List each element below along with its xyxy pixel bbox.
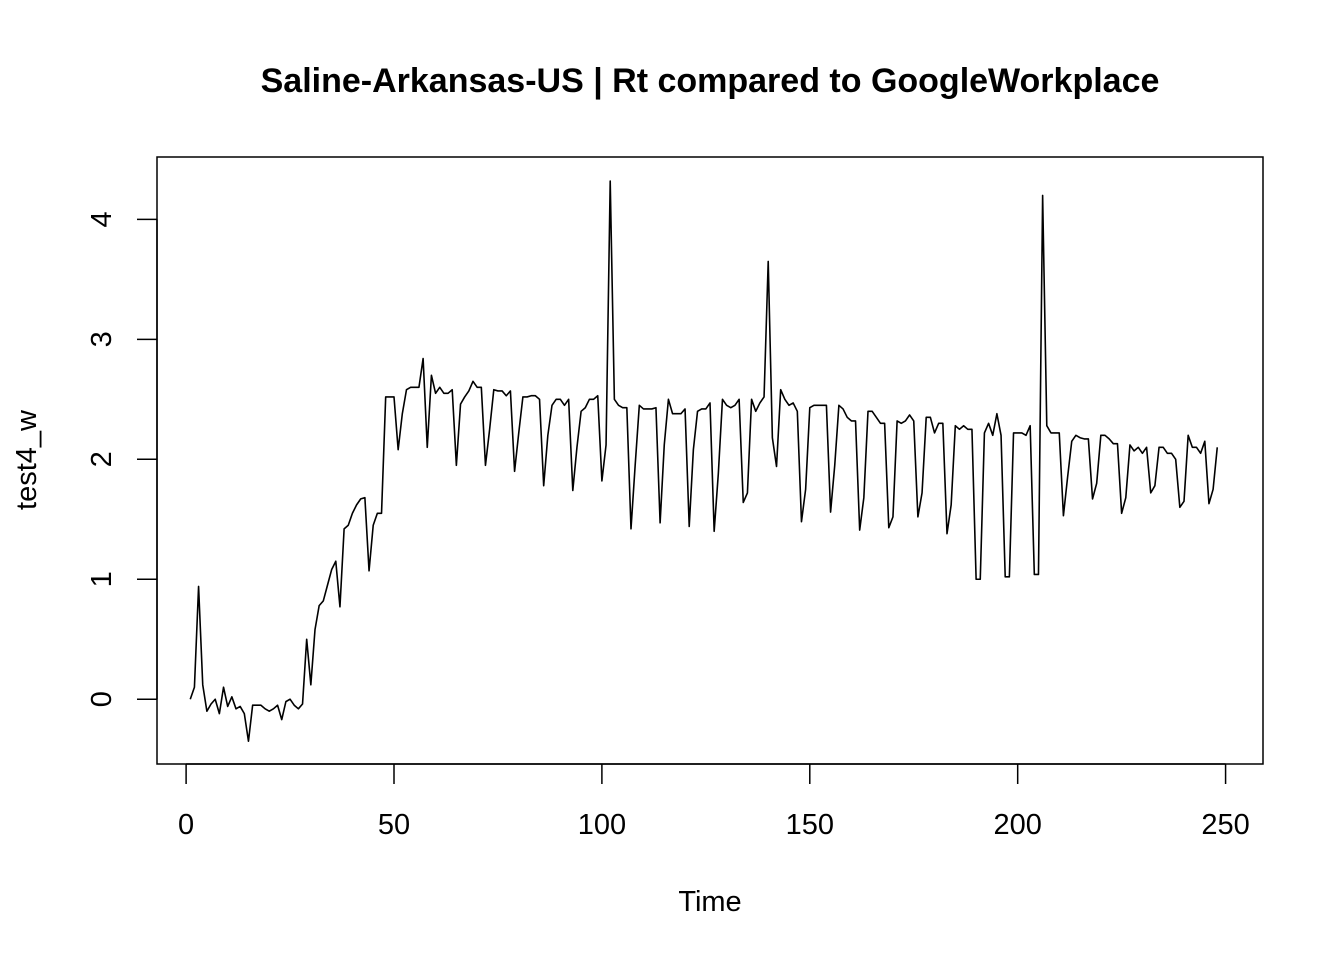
y-tick-label: 3 xyxy=(86,331,118,347)
y-tick-label: 0 xyxy=(86,691,118,707)
series-layer xyxy=(189,180,1219,743)
x-axis: 0 50 100 150 200 250 xyxy=(178,763,1250,841)
y-tick-label: 1 xyxy=(86,571,118,587)
plot-frame xyxy=(156,156,1264,765)
x-tick-label: 200 xyxy=(993,809,1041,841)
x-tick-label: 250 xyxy=(1201,809,1249,841)
y-tick-label: 2 xyxy=(86,451,118,467)
chart-title: Saline-Arkansas-US | Rt compared to Goog… xyxy=(261,62,1160,100)
y-tick-label: 4 xyxy=(86,211,118,227)
series-line-0 xyxy=(189,180,1219,743)
x-axis-label: Time xyxy=(678,886,741,918)
x-tick-label: 150 xyxy=(786,809,834,841)
x-tick-label: 100 xyxy=(578,809,626,841)
x-tick-label: 50 xyxy=(378,809,410,841)
y-axis-label: test4_w xyxy=(11,409,43,510)
y-axis: 0 1 2 3 4 xyxy=(86,211,158,707)
x-tick-label: 0 xyxy=(178,809,194,841)
